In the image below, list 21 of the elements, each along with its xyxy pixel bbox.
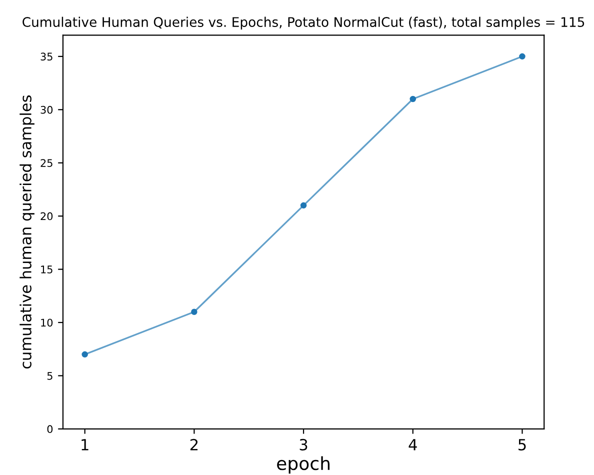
y-axis-title: cumulative human queried samples — [20, 95, 34, 369]
x-tick-label: 3 — [300, 438, 308, 450]
y-tick-label: 20 — [40, 212, 53, 220]
point — [300, 202, 307, 209]
point — [410, 96, 416, 102]
y-tick-label: 10 — [41, 318, 53, 327]
point — [519, 53, 526, 60]
y-tick-label: 30 — [40, 106, 53, 114]
x-tick-label: 1 — [82, 439, 88, 450]
x-tick-label: 2 — [190, 438, 198, 450]
x-tick-label: 4 — [408, 439, 417, 450]
x-axis-title: epoch — [277, 456, 330, 474]
point — [82, 351, 88, 358]
y-tick-label: 35 — [40, 52, 52, 61]
x-tick-label: 5 — [518, 439, 526, 450]
y-tick-label: 5 — [47, 372, 52, 380]
chart-title: Cumulative Human Queries vs. Epochs, Potato NormalCut (fast), total samples = 115 — [22, 16, 584, 30]
y-tick-label: 15 — [41, 266, 52, 274]
y-tick-label: 0 — [47, 425, 53, 434]
y-tick-label: 25 — [40, 159, 52, 167]
point — [191, 308, 198, 315]
